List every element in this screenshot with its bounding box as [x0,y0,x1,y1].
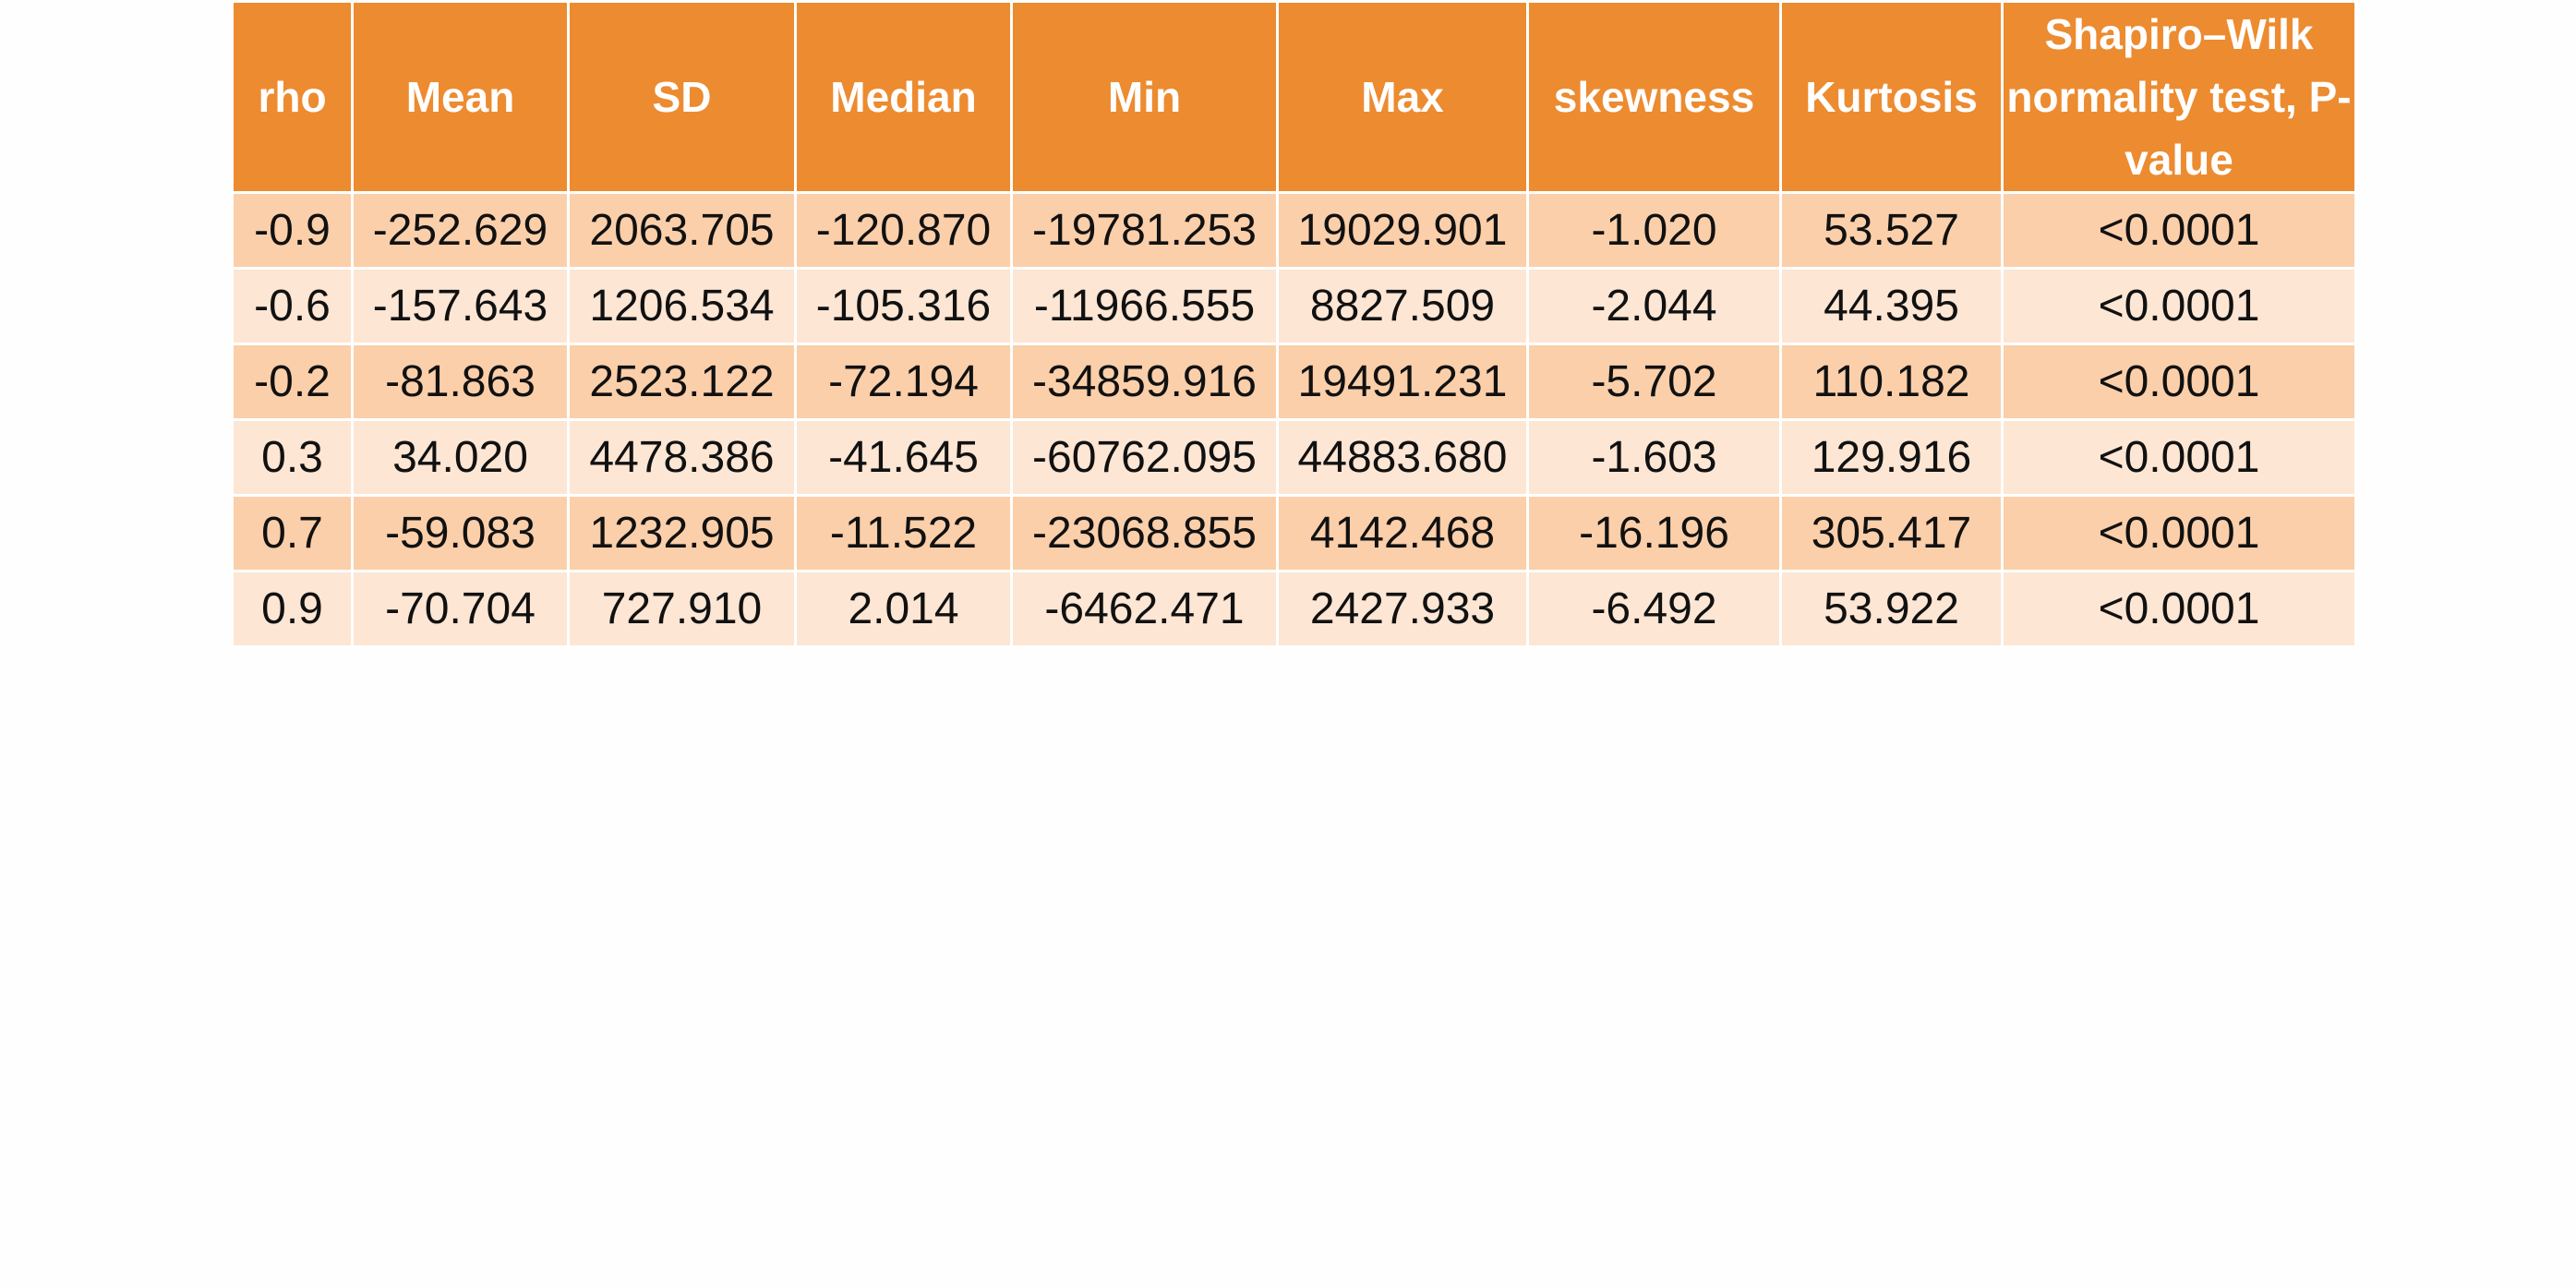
cell-rho: -0.9 [231,191,354,270]
cell-p-value: <0.0001 [2001,494,2357,572]
cell-p-value: <0.0001 [2001,343,2357,421]
cell-rho: 0.3 [231,418,354,497]
column-header-max: Max [1276,0,1529,194]
cell-sd: 1206.534 [567,267,797,345]
statistics-table: rho Mean SD Median Min Max skewness Kurt… [231,0,2357,648]
cell-mean: -252.629 [351,191,570,270]
cell-max: 2427.933 [1276,570,1529,648]
cell-min: -23068.855 [1010,494,1279,572]
column-header-mean: Mean [351,0,570,194]
cell-sd: 4478.386 [567,418,797,497]
table-row: -0.9 -252.629 2063.705 -120.870 -19781.253 19… [231,191,2357,270]
cell-min: -19781.253 [1010,191,1279,270]
cell-median: -120.870 [794,191,1013,270]
cell-sd: 2063.705 [567,191,797,270]
cell-min: -34859.916 [1010,343,1279,421]
cell-max: 19491.231 [1276,343,1529,421]
cell-mean: -59.083 [351,494,570,572]
cell-kurtosis: 129.916 [1779,418,2004,497]
cell-max: 19029.901 [1276,191,1529,270]
cell-kurtosis: 44.395 [1779,267,2004,345]
cell-min: -60762.095 [1010,418,1279,497]
cell-kurtosis: 110.182 [1779,343,2004,421]
cell-rho: -0.2 [231,343,354,421]
column-header-min: Min [1010,0,1279,194]
header-row: rho Mean SD Median Min Max skewness Kurt… [231,0,2357,194]
table-body: -0.9 -252.629 2063.705 -120.870 -19781.253 19… [231,191,2357,648]
table-row: 0.7 -59.083 1232.905 -11.522 -23068.855 4142.… [231,494,2357,572]
cell-max: 4142.468 [1276,494,1529,572]
cell-skewness: -16.196 [1526,494,1782,572]
table-row: -0.2 -81.863 2523.122 -72.194 -34859.916 1949… [231,343,2357,421]
cell-p-value: <0.0001 [2001,267,2357,345]
cell-skewness: -1.603 [1526,418,1782,497]
cell-kurtosis: 53.527 [1779,191,2004,270]
column-header-kurtosis: Kurtosis [1779,0,2004,194]
cell-median: -11.522 [794,494,1013,572]
cell-median: -41.645 [794,418,1013,497]
cell-min: -6462.471 [1010,570,1279,648]
cell-mean: -81.863 [351,343,570,421]
cell-skewness: -6.492 [1526,570,1782,648]
cell-min: -11966.555 [1010,267,1279,345]
table-row: 0.9 -70.704 727.910 2.014 -6462.471 2427.933-… [231,570,2357,648]
cell-kurtosis: 53.922 [1779,570,2004,648]
cell-rho: 0.9 [231,570,354,648]
column-header-skewness: skewness [1526,0,1782,194]
column-header-rho: rho [231,0,354,194]
cell-max: 8827.509 [1276,267,1529,345]
cell-kurtosis: 305.417 [1779,494,2004,572]
cell-median: 2.014 [794,570,1013,648]
cell-sd: 727.910 [567,570,797,648]
cell-median: -72.194 [794,343,1013,421]
cell-max: 44883.680 [1276,418,1529,497]
column-header-median: Median [794,0,1013,194]
cell-skewness: -5.702 [1526,343,1782,421]
table-row: 0.3 34.020 4478.386 -41.645 -60762.095 44883.… [231,418,2357,497]
cell-median: -105.316 [794,267,1013,345]
cell-rho: -0.6 [231,267,354,345]
cell-sd: 2523.122 [567,343,797,421]
cell-mean: 34.020 [351,418,570,497]
table-row: -0.6 -157.643 1206.534 -105.316 -11966.555 88… [231,267,2357,345]
cell-skewness: -1.020 [1526,191,1782,270]
cell-mean: -70.704 [351,570,570,648]
column-header-sd: SD [567,0,797,194]
column-header-shapiro-wilk-p-value: Shapiro–Wilk normality test, P-value [2001,0,2357,194]
cell-p-value: <0.0001 [2001,191,2357,270]
cell-sd: 1232.905 [567,494,797,572]
cell-skewness: -2.044 [1526,267,1782,345]
cell-mean: -157.643 [351,267,570,345]
cell-rho: 0.7 [231,494,354,572]
cell-p-value: <0.0001 [2001,570,2357,648]
cell-p-value: <0.0001 [2001,418,2357,497]
